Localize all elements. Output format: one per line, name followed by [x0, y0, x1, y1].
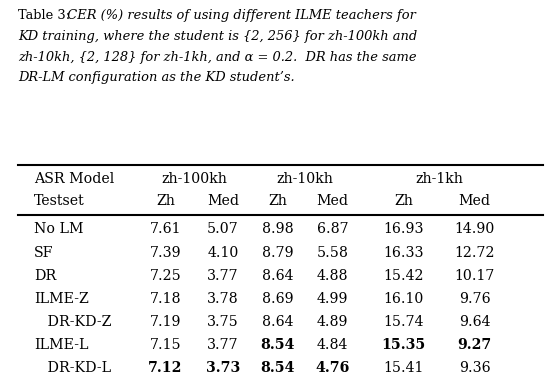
Text: 7.12: 7.12 [148, 362, 183, 372]
Text: 3.73: 3.73 [206, 362, 240, 372]
Text: zh-10kh: zh-10kh [277, 172, 333, 186]
Text: 8.79: 8.79 [262, 246, 294, 260]
Text: 16.93: 16.93 [383, 222, 424, 236]
Text: DR-LM configuration as the KD student’s.: DR-LM configuration as the KD student’s. [18, 71, 294, 84]
Text: 16.10: 16.10 [383, 292, 424, 306]
Text: Zh: Zh [394, 195, 413, 208]
Text: zh-1kh: zh-1kh [415, 172, 463, 186]
Text: 7.39: 7.39 [150, 246, 182, 260]
Text: 15.35: 15.35 [382, 338, 426, 352]
Text: 3.77: 3.77 [207, 269, 239, 283]
Text: 9.64: 9.64 [459, 315, 491, 329]
Text: 4.84: 4.84 [317, 338, 348, 352]
Text: ASR Model: ASR Model [34, 172, 114, 186]
Text: 8.69: 8.69 [262, 292, 294, 306]
Text: Zh: Zh [156, 195, 175, 208]
Text: DR: DR [34, 269, 57, 283]
Text: 3.77: 3.77 [207, 338, 239, 352]
Text: 10.17: 10.17 [454, 269, 495, 283]
Text: Med: Med [459, 195, 491, 208]
Text: 9.27: 9.27 [458, 338, 492, 352]
Text: 7.19: 7.19 [150, 315, 182, 329]
Text: SF: SF [34, 246, 54, 260]
Text: 3.78: 3.78 [207, 292, 239, 306]
Text: Testset: Testset [34, 195, 85, 208]
Text: Med: Med [316, 195, 349, 208]
Text: ILME-Z: ILME-Z [34, 292, 89, 306]
Text: KD training, where the student is {2, 256} for zh-100kh and: KD training, where the student is {2, 25… [18, 30, 417, 43]
Text: 5.58: 5.58 [316, 246, 348, 260]
Text: 4.10: 4.10 [207, 246, 239, 260]
Text: 6.87: 6.87 [317, 222, 348, 236]
Text: 5.07: 5.07 [207, 222, 239, 236]
Text: DR-KD-L: DR-KD-L [34, 362, 111, 372]
Text: 7.15: 7.15 [150, 338, 182, 352]
Text: 9.76: 9.76 [459, 292, 491, 306]
Text: 7.18: 7.18 [150, 292, 182, 306]
Text: 7.25: 7.25 [150, 269, 182, 283]
Text: 12.72: 12.72 [454, 246, 495, 260]
Text: 15.41: 15.41 [383, 362, 424, 372]
Text: 4.76: 4.76 [315, 362, 350, 372]
Text: 4.89: 4.89 [317, 315, 348, 329]
Text: 8.54: 8.54 [261, 362, 295, 372]
Text: zh-10kh, {2, 128} for zh-1kh, and α = 0.2.  DR has the same: zh-10kh, {2, 128} for zh-1kh, and α = 0.… [18, 51, 416, 64]
Text: CER (%) results of using different ILME teachers for: CER (%) results of using different ILME … [59, 9, 416, 22]
Text: 16.33: 16.33 [383, 246, 424, 260]
Text: Table 3:: Table 3: [18, 9, 70, 22]
Text: 15.74: 15.74 [383, 315, 424, 329]
Text: 15.42: 15.42 [383, 269, 424, 283]
Text: 4.88: 4.88 [317, 269, 348, 283]
Text: 8.54: 8.54 [261, 338, 295, 352]
Text: ILME-L: ILME-L [34, 338, 89, 352]
Text: 8.98: 8.98 [262, 222, 294, 236]
Text: 9.36: 9.36 [459, 362, 491, 372]
Text: zh-100kh: zh-100kh [161, 172, 227, 186]
Text: 8.64: 8.64 [262, 315, 294, 329]
Text: DR-KD-Z: DR-KD-Z [34, 315, 112, 329]
Text: Zh: Zh [268, 195, 287, 208]
Text: 14.90: 14.90 [454, 222, 495, 236]
Text: 4.99: 4.99 [317, 292, 348, 306]
Text: Med: Med [207, 195, 239, 208]
Text: 3.75: 3.75 [207, 315, 239, 329]
Text: 7.61: 7.61 [150, 222, 182, 236]
Text: 8.64: 8.64 [262, 269, 294, 283]
Text: No LM: No LM [34, 222, 84, 236]
